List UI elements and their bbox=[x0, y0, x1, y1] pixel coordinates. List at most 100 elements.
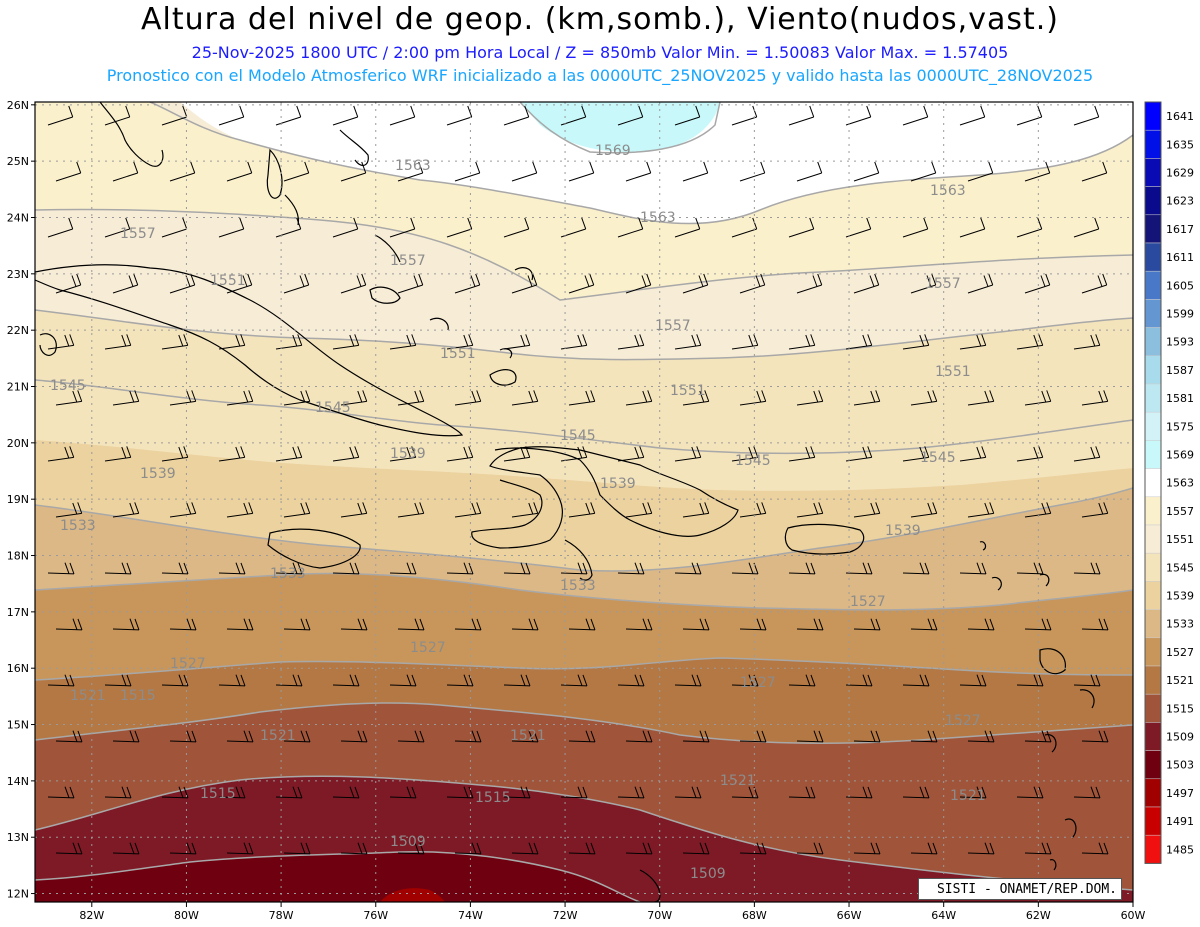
wind-barb bbox=[1024, 618, 1052, 631]
wind-barb bbox=[161, 786, 189, 799]
colorbar-label: 1497 bbox=[1166, 787, 1194, 800]
wind-barb bbox=[902, 562, 930, 575]
contour-label: 1551 bbox=[670, 383, 706, 399]
colorbar-swatch bbox=[1144, 383, 1162, 413]
wind-barb bbox=[340, 730, 368, 743]
wind-barb bbox=[169, 842, 197, 855]
coastlines bbox=[35, 102, 1095, 902]
lon-label: 62W bbox=[1026, 909, 1051, 922]
wind-barb bbox=[967, 730, 995, 743]
wind-barb bbox=[617, 217, 644, 238]
wind-barb bbox=[910, 502, 938, 518]
wind-barb bbox=[389, 105, 416, 126]
wind-barb bbox=[275, 786, 303, 799]
wind-barb bbox=[47, 334, 75, 350]
colorbar-label: 1551 bbox=[1166, 533, 1194, 546]
wind-barb bbox=[454, 618, 482, 631]
colorbar-label: 1575 bbox=[1166, 420, 1194, 433]
wind-barb bbox=[55, 273, 82, 294]
wind-barb bbox=[682, 502, 710, 518]
lat-label: 22N bbox=[7, 324, 29, 337]
colorbar-label: 1509 bbox=[1166, 731, 1194, 744]
wind-barb bbox=[389, 334, 417, 350]
colorbar-label: 1515 bbox=[1166, 702, 1194, 715]
wind-barb bbox=[169, 502, 197, 518]
wind-barb bbox=[446, 105, 473, 126]
wind-barb bbox=[617, 562, 645, 575]
wind-barb bbox=[560, 562, 588, 575]
wind-barb bbox=[340, 618, 368, 631]
wind-barb bbox=[47, 786, 75, 799]
colorbar-swatch bbox=[1144, 270, 1162, 300]
contour-label: 1515 bbox=[120, 688, 156, 704]
wind-barb bbox=[397, 842, 425, 855]
wind-barb bbox=[845, 217, 872, 238]
colorbar-label: 1617 bbox=[1166, 223, 1194, 236]
wind-barb bbox=[511, 502, 539, 518]
wind-barb bbox=[397, 730, 425, 743]
wind-barb bbox=[1016, 446, 1044, 462]
wind-barb bbox=[104, 786, 132, 799]
wind-barb bbox=[967, 618, 995, 631]
wind-barb bbox=[967, 502, 995, 518]
map-title: Altura del nivel de geop. (km,somb.), Vi… bbox=[141, 2, 1059, 37]
wind-barb bbox=[275, 674, 303, 687]
contour-label: 1509 bbox=[690, 866, 726, 882]
lon-label: 74W bbox=[458, 909, 483, 922]
wind-barb bbox=[454, 502, 482, 518]
contour-label: 1563 bbox=[640, 210, 676, 226]
wind-barb bbox=[511, 273, 538, 294]
wind-barb bbox=[739, 273, 766, 294]
lat-label: 26N bbox=[7, 99, 29, 112]
colorbar-swatch bbox=[1144, 637, 1162, 667]
contour-label: 1521 bbox=[510, 728, 546, 744]
wind-barb bbox=[796, 273, 823, 294]
wind-barb bbox=[674, 446, 702, 462]
wind-barb bbox=[112, 842, 140, 855]
colorbar-label: 1527 bbox=[1166, 646, 1194, 659]
wind-barb bbox=[55, 842, 83, 855]
wind-barb bbox=[1073, 105, 1100, 126]
wind-barb bbox=[446, 446, 474, 462]
lon-label: 80W bbox=[174, 909, 199, 922]
contour-labels: 1569 1563 1563 1563 1557 1557 1557 1557 1551 1551… bbox=[50, 143, 986, 882]
longitude-axis: 82W 80W 78W 76W 74W 72W 70W 68W 66W 64W 62W 60W bbox=[79, 902, 1146, 922]
wind-barb bbox=[959, 446, 987, 462]
wind-barb bbox=[1024, 842, 1052, 855]
wind-barb bbox=[446, 786, 474, 799]
wind-barb bbox=[739, 161, 766, 182]
colorbar-label: 1587 bbox=[1166, 364, 1194, 377]
wind-barb bbox=[283, 618, 311, 631]
wind-barb bbox=[682, 730, 710, 743]
lat-label: 20N bbox=[7, 437, 29, 450]
colorbar-swatch bbox=[1144, 214, 1162, 244]
wind-barb bbox=[389, 674, 417, 687]
wind-barb bbox=[104, 562, 132, 575]
wind-barb bbox=[283, 161, 310, 182]
wind-barb bbox=[625, 502, 653, 518]
wind-barb bbox=[332, 217, 359, 238]
wind-barb bbox=[1073, 334, 1101, 350]
wind-barb bbox=[511, 730, 539, 743]
wind-barb bbox=[731, 105, 758, 126]
wind-barb bbox=[454, 730, 482, 743]
wind-barb bbox=[226, 273, 253, 294]
wind-barb bbox=[503, 105, 530, 126]
model-info-line: Pronostico con el Modelo Atmosferico WRF… bbox=[106, 66, 1094, 85]
wind-barb bbox=[169, 730, 197, 743]
wind-barb bbox=[47, 217, 74, 238]
wind-barb bbox=[112, 273, 139, 294]
wind-barb bbox=[55, 502, 83, 518]
wind-barb bbox=[1016, 334, 1044, 350]
wind-barb bbox=[796, 842, 824, 855]
wind-barb bbox=[454, 273, 481, 294]
lat-label: 25N bbox=[7, 155, 29, 168]
contour-label: 1515 bbox=[475, 790, 511, 806]
lon-label: 70W bbox=[647, 909, 672, 922]
wind-barb bbox=[1016, 105, 1043, 126]
wind-barb bbox=[161, 217, 188, 238]
lon-label: 72W bbox=[553, 909, 578, 922]
wind-barb bbox=[910, 730, 938, 743]
wind-barb bbox=[617, 105, 644, 126]
wind-barb bbox=[788, 674, 816, 687]
